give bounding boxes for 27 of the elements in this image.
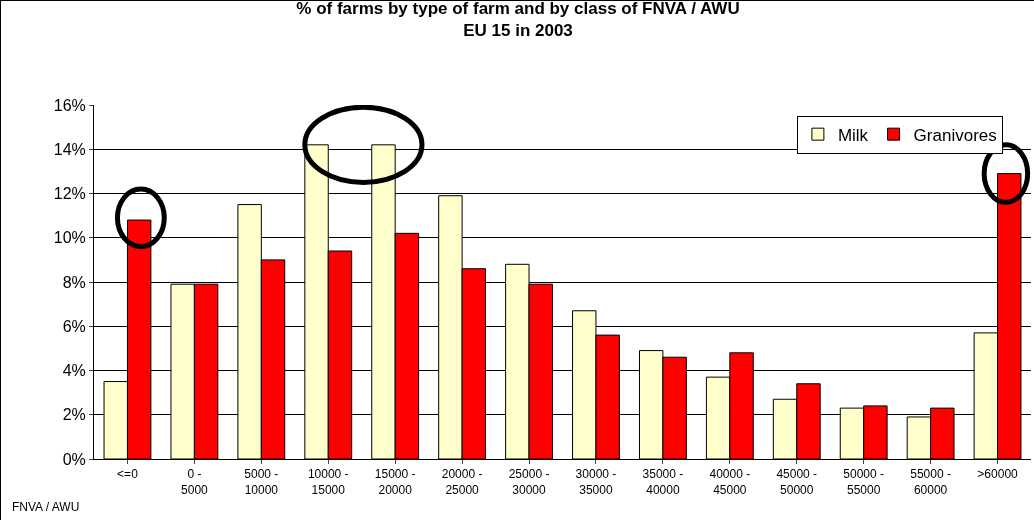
x-tick-label: 40000 - 45000 bbox=[709, 467, 751, 497]
y-tick-label: 6% bbox=[62, 317, 86, 335]
x-tick-label: 25000 - 30000 bbox=[508, 467, 550, 497]
x-tick-label: 0 - 5000 bbox=[181, 467, 209, 497]
y-tick-label: 2% bbox=[62, 406, 86, 424]
y-tick-label: 14% bbox=[53, 140, 86, 158]
x-tick-label: 20000 - 25000 bbox=[441, 467, 483, 497]
x-tick-label: 35000 - 40000 bbox=[642, 467, 684, 497]
x-tick-label: 50000 - 55000 bbox=[843, 467, 885, 497]
x-tick-label: >60000 bbox=[977, 467, 1019, 482]
x-tick-label: <=0 bbox=[117, 467, 139, 482]
y-tick-label: 12% bbox=[53, 185, 86, 203]
y-tick-label: 4% bbox=[62, 362, 86, 380]
x-tick-label: 5000 - 10000 bbox=[244, 467, 279, 497]
x-tick-label: 10000 - 15000 bbox=[307, 467, 349, 497]
x-tick-label: 45000 - 50000 bbox=[776, 467, 818, 497]
legend-label: Granivores bbox=[913, 125, 997, 145]
x-tick-label: 55000 - 60000 bbox=[910, 467, 951, 497]
x-tick-label: 15000 - 20000 bbox=[374, 467, 416, 497]
y-tick-label: 16% bbox=[53, 96, 86, 114]
y-tick-label: 10% bbox=[53, 229, 86, 247]
x-tick-label: 30000 - 35000 bbox=[575, 467, 617, 497]
x-axis-title: FNVA / AWU bbox=[12, 500, 80, 514]
chart-title: % of farms by type of farm and by class of FNVA / AWU EU 15 in 2003 bbox=[296, 0, 740, 41]
y-tick-label: 0% bbox=[62, 450, 86, 468]
legend-label: Milk bbox=[837, 125, 869, 145]
y-tick-label: 8% bbox=[62, 273, 86, 291]
